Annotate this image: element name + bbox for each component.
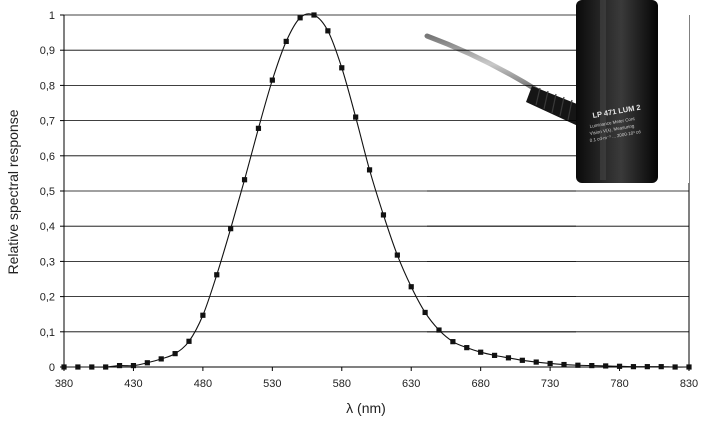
x-tick-label: 730 (541, 378, 559, 390)
x-tick-label: 630 (402, 378, 420, 390)
data-point-marker (561, 361, 567, 368)
data-point-marker (130, 362, 137, 369)
data-point-marker (144, 360, 150, 366)
data-point-marker (366, 167, 373, 173)
data-point-marker (491, 352, 498, 358)
data-point-marker (380, 212, 387, 218)
data-point-marker (325, 28, 331, 34)
data-point-marker (505, 355, 512, 361)
data-point-marker (75, 364, 81, 370)
data-point-marker (103, 364, 109, 370)
y-tick-label: 0,7 (40, 116, 55, 128)
y-axis-title: Relative spectral response (5, 109, 21, 274)
gridlines-overlay (427, 14, 576, 333)
data-point-marker (436, 327, 442, 333)
data-point-marker (603, 363, 609, 369)
x-tick-label: 580 (333, 378, 351, 390)
data-point-marker (228, 226, 234, 232)
y-tick-label: 0,2 (40, 292, 55, 304)
strain-relief-ribs (535, 87, 573, 121)
data-point-marker (339, 65, 345, 71)
y-tick-label: 0 (49, 362, 55, 374)
data-point-marker (547, 360, 553, 367)
data-point-marker (589, 362, 595, 369)
data-point-marker (172, 351, 178, 357)
data-point-marker (450, 339, 456, 345)
data-point-marker (422, 309, 428, 316)
x-tick-label: 830 (680, 378, 698, 390)
y-tick-label: 0,8 (40, 80, 55, 92)
data-point-marker (269, 77, 275, 83)
data-point-marker (575, 362, 581, 368)
series-line (64, 13, 690, 368)
data-point-marker (89, 364, 95, 370)
y-tick-label: 0,4 (40, 221, 55, 233)
x-tick-label: 780 (610, 378, 628, 390)
x-tick-labels: 380 430 480 530 580 630 680 730 780 830 (55, 378, 698, 390)
data-point-marker (464, 345, 470, 351)
data-point-marker (394, 252, 400, 258)
data-point-marker (311, 12, 317, 18)
data-point-marker (186, 338, 192, 344)
x-tick-label: 480 (194, 378, 212, 390)
y-tick-label: 0,5 (40, 186, 55, 198)
data-point-marker (255, 125, 262, 131)
data-point-marker (686, 364, 692, 370)
data-point-marker (158, 356, 164, 362)
probe-photo: LP 471 LUM 2 Luminance Meter Cont Vision… (424, 0, 689, 183)
x-tick-label: 530 (263, 378, 281, 390)
probe-body (576, 0, 658, 183)
x-tick-label: 680 (471, 378, 489, 390)
data-point-marker (644, 364, 650, 370)
series-markers (61, 12, 692, 370)
data-point-marker (519, 357, 525, 363)
data-point-marker (533, 359, 539, 365)
y-tick-label: 1 (49, 10, 55, 22)
x-axis-title: λ (nm) (346, 400, 386, 416)
data-point-marker (241, 177, 248, 183)
x-tick-label: 430 (124, 378, 142, 390)
data-point-marker (408, 284, 414, 290)
series-response-curve (64, 13, 690, 368)
data-point-marker (630, 364, 637, 370)
data-point-marker (214, 272, 220, 278)
y-tick-label: 0,1 (40, 327, 55, 339)
probe-cable (424, 33, 543, 95)
data-point-marker (116, 362, 123, 369)
data-point-marker (478, 349, 484, 355)
y-tick-label: 0,3 (40, 256, 55, 268)
data-point-marker (61, 364, 67, 370)
data-point-marker (200, 312, 206, 318)
probe-highlight (600, 0, 606, 180)
data-point-marker (283, 38, 289, 44)
y-tick-labels: 0 0,1 0,2 0,3 0,4 0,5 0,6 0,7 0,8 0,9 1 (40, 10, 55, 374)
data-point-marker (672, 364, 678, 370)
data-point-marker (353, 114, 359, 120)
y-tick-label: 0,6 (40, 151, 55, 163)
x-tick-label: 380 (55, 378, 73, 390)
data-point-marker (658, 364, 664, 370)
data-point-marker (297, 15, 303, 21)
y-tick-label: 0,9 (40, 45, 55, 57)
data-point-marker (616, 363, 623, 369)
